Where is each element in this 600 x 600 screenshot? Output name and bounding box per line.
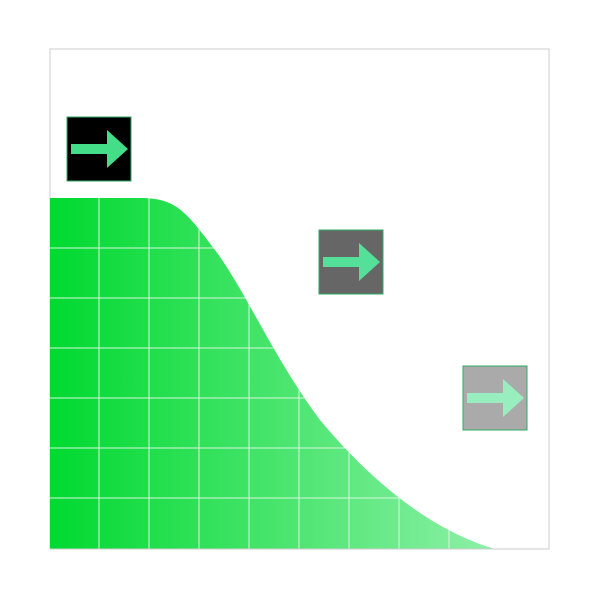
arrow-right-icon xyxy=(323,243,380,281)
arrow-tiles xyxy=(66,116,528,431)
green-curve-area xyxy=(50,198,495,549)
arrow-right-icon xyxy=(467,379,524,417)
gray-arrow-tile xyxy=(318,229,384,295)
arrow-right-icon xyxy=(71,130,128,168)
dark-arrow-tile xyxy=(66,116,132,182)
light-arrow-tile xyxy=(462,365,528,431)
